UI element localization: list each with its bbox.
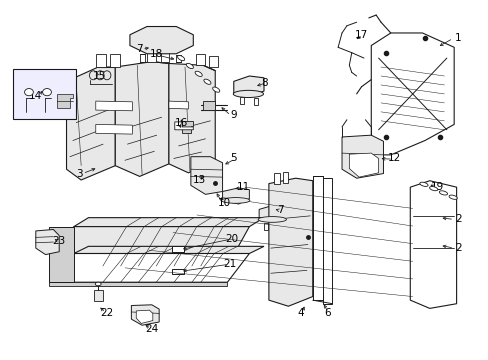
Polygon shape [131,305,159,325]
Polygon shape [259,205,285,223]
Ellipse shape [42,89,51,96]
Ellipse shape [419,182,427,186]
Ellipse shape [221,198,249,203]
Polygon shape [233,76,264,96]
Text: 10: 10 [217,198,230,208]
Text: 14: 14 [29,91,42,101]
Text: 3: 3 [76,168,83,179]
Polygon shape [174,120,193,130]
Text: 20: 20 [225,234,238,244]
Polygon shape [160,51,169,62]
Text: 12: 12 [387,153,401,163]
Ellipse shape [258,217,286,222]
Ellipse shape [195,71,202,76]
Polygon shape [49,282,227,286]
Polygon shape [182,121,193,134]
Polygon shape [130,27,193,54]
Polygon shape [96,101,132,111]
Text: 24: 24 [145,324,158,334]
Polygon shape [312,176,322,300]
Text: 23: 23 [53,236,66,246]
Polygon shape [147,50,156,62]
Polygon shape [96,54,105,67]
Polygon shape [96,125,132,134]
Polygon shape [49,226,249,266]
Polygon shape [176,55,181,62]
Ellipse shape [24,89,33,96]
Text: 5: 5 [230,153,237,163]
Polygon shape [239,97,243,104]
Polygon shape [136,310,153,323]
Text: 18: 18 [150,49,163,59]
Polygon shape [264,223,267,230]
Ellipse shape [95,282,101,286]
Polygon shape [209,56,217,67]
Polygon shape [66,67,115,180]
Polygon shape [13,69,76,119]
Polygon shape [273,173,279,184]
Ellipse shape [177,55,184,61]
Text: 17: 17 [354,30,367,40]
Polygon shape [49,226,74,282]
Polygon shape [74,218,264,226]
Ellipse shape [203,79,210,84]
Polygon shape [348,153,378,177]
Polygon shape [49,253,249,282]
Text: 15: 15 [92,71,105,81]
Polygon shape [268,178,312,306]
Polygon shape [277,224,281,231]
Polygon shape [195,54,204,65]
Polygon shape [168,101,188,109]
Polygon shape [190,157,222,194]
Polygon shape [94,291,103,301]
Polygon shape [74,246,264,253]
Text: 21: 21 [223,259,236,269]
Ellipse shape [233,90,263,98]
Polygon shape [254,98,258,105]
Text: 1: 1 [454,33,461,43]
Ellipse shape [212,87,219,92]
Text: 8: 8 [261,78,268,88]
Polygon shape [110,54,120,67]
Text: 19: 19 [429,182,443,192]
Polygon shape [57,94,73,108]
Text: 13: 13 [193,175,206,185]
Polygon shape [282,172,288,183]
Polygon shape [322,178,331,304]
Text: 2: 2 [455,243,462,253]
Ellipse shape [448,195,456,199]
Text: 7: 7 [276,206,283,216]
Ellipse shape [438,191,447,195]
Polygon shape [140,54,144,62]
Polygon shape [172,269,183,274]
Polygon shape [168,63,215,173]
Polygon shape [172,246,183,252]
Ellipse shape [428,186,437,191]
Text: 9: 9 [230,111,237,121]
Polygon shape [115,62,168,176]
Text: 4: 4 [297,308,303,318]
Polygon shape [203,101,215,110]
Polygon shape [341,135,383,178]
Polygon shape [222,188,249,204]
Polygon shape [36,229,59,255]
Text: 22: 22 [100,308,113,318]
Text: 11: 11 [236,182,250,192]
Polygon shape [409,181,456,309]
Ellipse shape [186,63,193,68]
Text: 6: 6 [324,308,330,318]
Text: 2: 2 [455,215,462,224]
Polygon shape [370,33,453,155]
Text: 7: 7 [136,44,142,54]
Text: 16: 16 [174,118,187,128]
